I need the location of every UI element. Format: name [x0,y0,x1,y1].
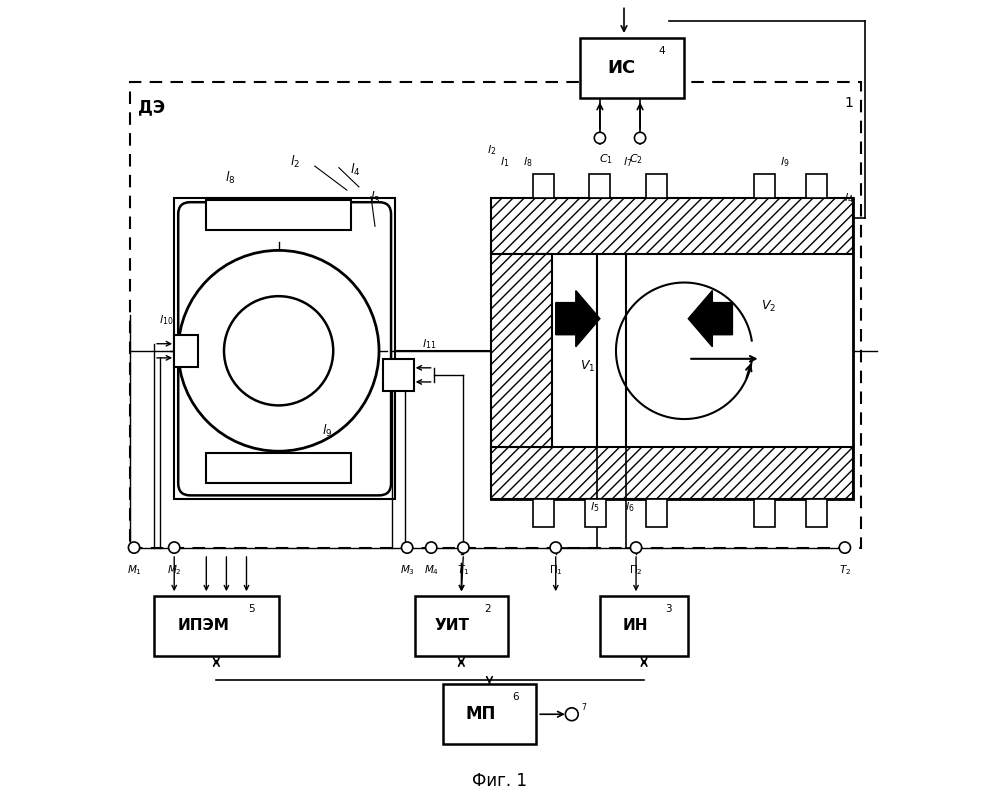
Text: $T_2$: $T_2$ [839,563,851,577]
Bar [154,596,279,656]
Text: $M_2$: $M_2$ [167,563,182,577]
Bar [533,500,554,527]
Text: $l_{11}$: $l_{11}$ [423,337,437,351]
Text: $l_8$: $l_8$ [225,170,236,186]
Bar [600,596,688,656]
Bar [416,596,507,656]
Bar [492,198,853,255]
Text: $V_1$: $V_1$ [580,359,595,374]
Bar [806,174,827,198]
Bar [754,174,775,198]
Circle shape [224,296,334,405]
Bar [492,198,853,500]
Text: ДЭ: ДЭ [138,98,165,116]
Text: $l_1$: $l_1$ [500,155,508,169]
Text: $l_9$: $l_9$ [780,155,789,169]
Text: Фиг. 1: Фиг. 1 [472,771,527,790]
Bar [645,500,666,527]
Text: $^7$: $^7$ [580,703,587,713]
Text: 4: 4 [658,46,664,56]
Bar [492,255,551,447]
Text: $l_4$: $l_4$ [844,191,854,205]
Text: 3: 3 [665,604,672,614]
Bar [645,174,666,198]
Text: $V_2$: $V_2$ [761,299,776,314]
Text: УИТ: УИТ [435,618,470,634]
Bar [589,174,610,198]
Bar [533,174,554,198]
Bar [754,500,775,527]
Bar [492,447,853,500]
Bar [207,200,351,231]
Text: ИС: ИС [607,59,635,77]
Circle shape [426,542,437,553]
Circle shape [550,542,561,553]
Text: ИПЭМ: ИПЭМ [178,618,230,634]
Bar [174,334,198,367]
Text: $l_5$: $l_5$ [590,501,599,514]
Bar [585,500,606,527]
Text: $T_1$: $T_1$ [458,563,470,577]
Circle shape [594,132,605,143]
Text: 2: 2 [484,604,491,614]
Text: 1: 1 [844,96,853,110]
Text: $M_4$: $M_4$ [424,563,439,577]
Text: $\Pi_2$: $\Pi_2$ [629,563,643,577]
Text: $l_9$: $l_9$ [322,423,332,439]
Circle shape [630,542,641,553]
Circle shape [178,251,379,451]
Circle shape [169,542,180,553]
Bar [174,198,395,500]
Text: $l_6$: $l_6$ [625,501,634,514]
Circle shape [402,542,413,553]
Text: $C_2$: $C_2$ [629,152,643,166]
Text: $M_3$: $M_3$ [400,563,415,577]
Text: $l_2$: $l_2$ [488,143,497,157]
Text: $l_3$: $l_3$ [370,190,381,206]
Text: $l_7$: $l_7$ [623,155,632,169]
Bar [579,38,684,98]
Text: $l_4$: $l_4$ [350,162,361,178]
Circle shape [565,708,578,721]
Text: $l_8$: $l_8$ [522,155,532,169]
Text: $C_1$: $C_1$ [599,152,613,166]
Text: МП: МП [466,705,496,723]
Bar [444,684,535,745]
Bar [207,453,351,484]
Polygon shape [555,290,600,347]
Polygon shape [688,290,732,347]
Bar [383,359,414,391]
Text: 6: 6 [512,692,518,702]
Text: $\Pi_1$: $\Pi_1$ [548,563,562,577]
Text: $l_{10}$: $l_{10}$ [159,313,174,326]
Text: 5: 5 [248,604,255,614]
Circle shape [634,132,645,143]
Text: $l_2$: $l_2$ [290,154,300,170]
Text: ИН: ИН [622,618,648,634]
Bar [806,500,827,527]
Circle shape [129,542,140,553]
Text: $M_1$: $M_1$ [127,563,142,577]
Bar [130,81,861,547]
FancyBboxPatch shape [178,202,391,496]
Circle shape [839,542,850,553]
Circle shape [458,542,469,553]
